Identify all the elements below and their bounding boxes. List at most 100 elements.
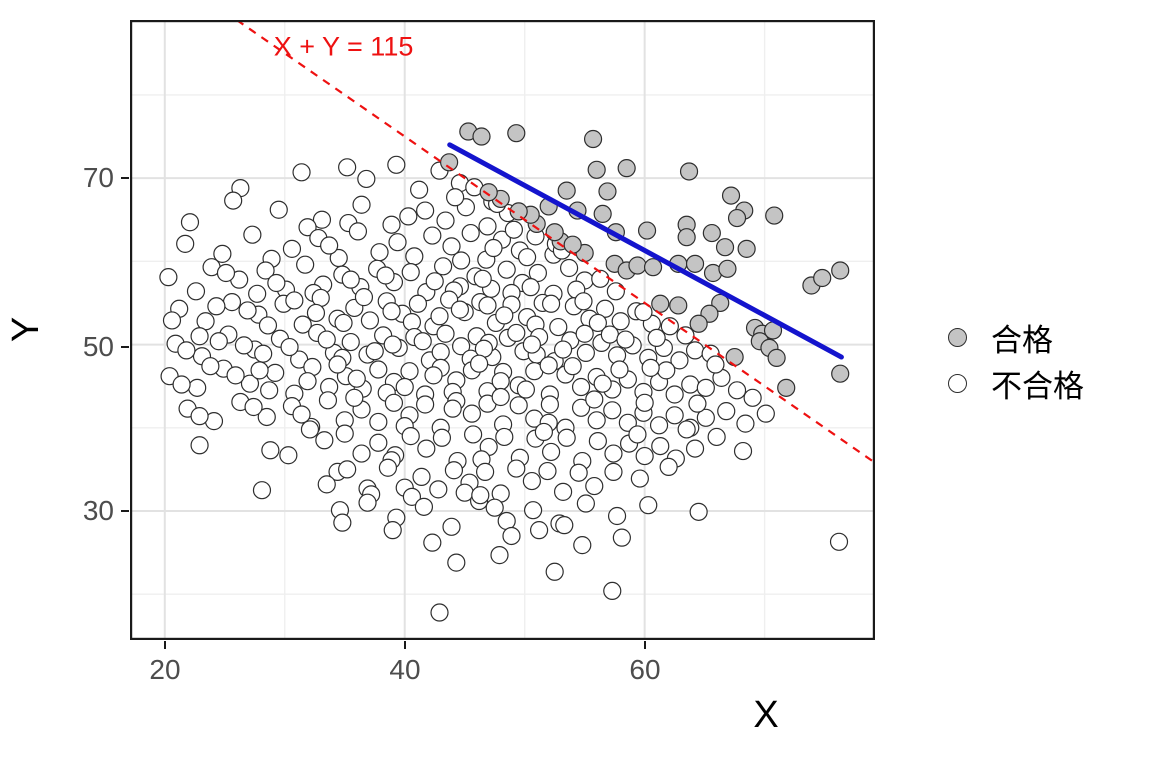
- data-point-fail: [384, 393, 404, 412]
- data-point-fail: [234, 336, 254, 355]
- y-tick-mark: [121, 177, 129, 179]
- data-point-fail: [298, 372, 317, 391]
- data-point-fail: [408, 294, 428, 313]
- data-point-pass: [813, 268, 832, 288]
- data-point-fail: [256, 261, 275, 280]
- data-point-fail: [651, 436, 670, 456]
- legend-entry-fail: 不合格: [948, 360, 1084, 406]
- data-point-fail: [414, 497, 434, 516]
- data-point-fail: [417, 439, 436, 458]
- data-point-fail: [569, 463, 588, 482]
- data-point-pass: [507, 124, 526, 143]
- data-point-fail: [736, 414, 755, 433]
- data-point-fail: [521, 278, 540, 297]
- data-point-fail: [260, 381, 279, 400]
- data-point-fail: [216, 263, 236, 283]
- data-point-fail: [574, 292, 593, 311]
- data-point-fail: [430, 603, 449, 622]
- data-point-fail: [188, 378, 207, 397]
- data-point-pass: [831, 261, 850, 280]
- data-point-fail: [676, 326, 695, 345]
- data-point-fail: [573, 536, 592, 555]
- y-tick-label: 50: [82, 331, 114, 362]
- data-point-fail: [240, 374, 260, 393]
- data-point-fail: [618, 413, 637, 432]
- data-point-pass: [593, 204, 612, 224]
- data-point-fail: [176, 234, 195, 253]
- data-point-fail: [575, 324, 594, 343]
- data-point-fail: [226, 366, 245, 385]
- data-point-fail: [628, 425, 647, 444]
- data-point-pass: [715, 238, 735, 257]
- data-point-fail: [423, 226, 442, 245]
- data-point-fail: [345, 388, 364, 407]
- data-point-pass: [677, 228, 696, 247]
- data-point-fail: [727, 381, 747, 400]
- data-point-fail: [306, 303, 326, 323]
- data-point-fail: [635, 393, 654, 412]
- data-point-fail: [497, 511, 516, 531]
- data-point-fail: [300, 420, 320, 439]
- legend: 合格 不合格: [948, 314, 1084, 406]
- data-point-fail: [665, 385, 684, 404]
- data-point-fail: [244, 397, 263, 417]
- data-point-fail: [634, 303, 653, 322]
- data-point-pass: [479, 183, 498, 202]
- data-point-fail: [434, 257, 453, 276]
- data-point-fail: [659, 457, 678, 476]
- data-point-fail: [315, 431, 334, 450]
- data-point-fail: [213, 244, 232, 263]
- data-point-fail: [312, 210, 332, 229]
- data-point-fail: [416, 395, 435, 414]
- data-point-fail: [341, 332, 360, 352]
- data-point-fail: [538, 461, 557, 481]
- data-point-pass: [557, 181, 576, 200]
- data-point-fail: [400, 362, 419, 381]
- data-point-pass: [563, 235, 582, 254]
- data-point-fail: [491, 372, 510, 391]
- data-point-fail: [541, 442, 561, 462]
- data-point-fail: [293, 315, 312, 334]
- data-point-fail: [186, 282, 206, 301]
- data-point-fail: [352, 444, 371, 463]
- data-point-fail: [639, 496, 658, 515]
- data-point-fail: [267, 273, 286, 293]
- data-point-fail: [357, 169, 376, 189]
- data-point-fail: [677, 420, 696, 439]
- data-point-fail: [630, 469, 649, 488]
- data-point-fail: [585, 390, 604, 409]
- data-point-fail: [405, 247, 424, 266]
- x-tick-mark: [164, 641, 166, 649]
- x-tick-label: 60: [629, 654, 661, 685]
- x-tick-label: 20: [149, 654, 181, 685]
- data-point-fail: [688, 394, 707, 413]
- data-point-fail: [387, 155, 406, 174]
- data-point-fail: [335, 424, 354, 443]
- data-point-fail: [504, 220, 523, 239]
- data-point-fail: [717, 402, 736, 421]
- data-point-fail: [378, 458, 398, 477]
- data-point-fail: [507, 323, 526, 343]
- data-point-pass: [545, 223, 564, 242]
- data-point-fail: [559, 258, 579, 278]
- data-point-fail: [553, 340, 573, 359]
- data-point-fail: [416, 201, 435, 220]
- data-point-fail: [254, 344, 273, 363]
- data-point-fail: [280, 337, 299, 357]
- data-point-fail: [201, 357, 220, 376]
- data-point-fail: [743, 388, 762, 407]
- data-point-fail: [528, 263, 547, 283]
- data-point-fail: [670, 351, 689, 370]
- data-point-fail: [436, 324, 455, 343]
- data-point-fail: [541, 294, 561, 313]
- data-point-fail: [257, 407, 276, 427]
- data-point-pass: [598, 182, 617, 201]
- data-point-fail: [485, 498, 504, 517]
- data-point-fail: [600, 325, 619, 344]
- data-point-fail: [354, 288, 374, 307]
- data-point-fail: [450, 300, 470, 319]
- data-point-pass: [643, 258, 663, 277]
- data-point-pass: [472, 127, 491, 146]
- data-point-pass: [587, 160, 606, 179]
